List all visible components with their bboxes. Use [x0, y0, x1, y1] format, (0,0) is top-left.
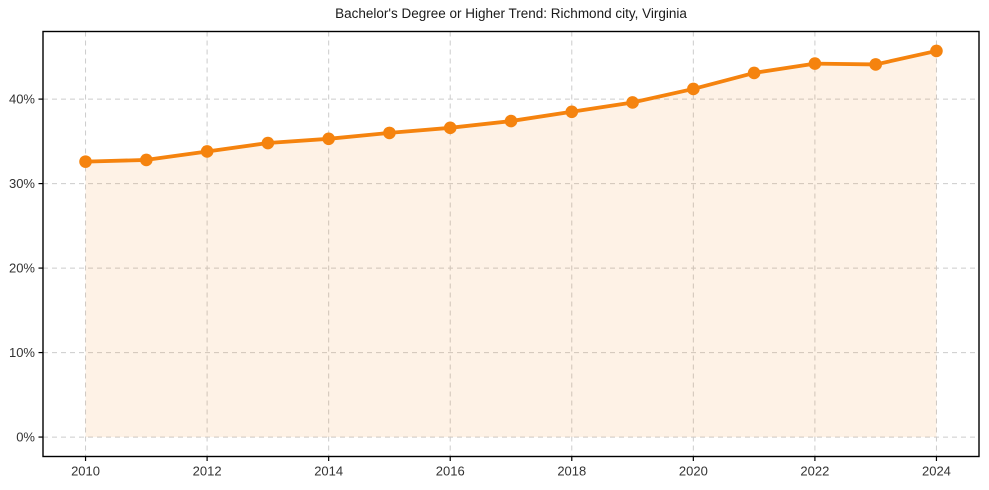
x-tick-label: 2012 — [193, 464, 222, 479]
data-point-2014 — [322, 132, 335, 146]
x-tick-label: 2020 — [679, 464, 708, 479]
x-tick-label: 2024 — [922, 464, 951, 479]
data-point-2016 — [443, 121, 457, 135]
x-tick-label: 2010 — [71, 464, 100, 479]
data-point-2022 — [808, 57, 822, 70]
data-point-2011 — [140, 153, 153, 167]
y-tick-label: 10% — [9, 345, 35, 360]
data-point-2012 — [200, 145, 214, 158]
y-tick-label: 20% — [9, 261, 35, 276]
plot-border — [42, 30, 980, 458]
data-point-2023 — [869, 58, 882, 71]
data-point-2020 — [687, 82, 700, 96]
trend-area — [85, 50, 937, 438]
x-tick-label: 2016 — [436, 464, 465, 479]
data-point-2019 — [626, 96, 639, 109]
x-tick-label: 2018 — [557, 464, 586, 479]
data-point-2018 — [565, 105, 579, 119]
y-tick-label: 0% — [16, 430, 35, 445]
y-tick-label: 40% — [9, 92, 35, 107]
data-point-2024 — [930, 44, 943, 58]
data-point-2013 — [261, 136, 275, 150]
x-tick-label: 2022 — [800, 464, 829, 479]
data-point-2015 — [383, 126, 396, 140]
data-point-2017 — [504, 114, 518, 128]
chart-title: Bachelor's Degree or Higher Trend: Richm… — [335, 6, 687, 21]
data-point-2021 — [747, 66, 761, 80]
y-tick-label: 30% — [9, 176, 35, 191]
data-point-2010 — [79, 155, 92, 168]
x-tick-label: 2014 — [314, 464, 343, 479]
